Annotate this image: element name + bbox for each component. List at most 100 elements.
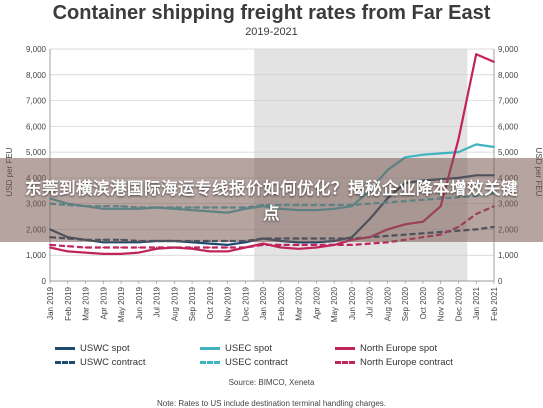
data-point bbox=[208, 250, 211, 253]
data-point bbox=[208, 242, 211, 245]
y-tick-label-left: 0 bbox=[42, 277, 47, 286]
legend-label-usec-spot: USEC spot bbox=[225, 343, 272, 354]
y-tick-label-left: 9,000 bbox=[26, 45, 47, 54]
x-tick-label: Nov 2019 bbox=[224, 286, 233, 321]
y-tick-label-right: 6,000 bbox=[498, 122, 519, 131]
x-tick-label: Mar 2019 bbox=[82, 286, 91, 320]
y-tick-label-right: 1,000 bbox=[498, 251, 519, 260]
data-point bbox=[49, 244, 51, 246]
data-point bbox=[279, 246, 282, 249]
legend-item-uswc-spot: USWC spot bbox=[55, 343, 130, 354]
data-point bbox=[155, 246, 158, 249]
y-tick-label-right: 7,000 bbox=[498, 97, 519, 106]
data-point bbox=[66, 250, 69, 253]
x-tick-label: Dec 2020 bbox=[454, 286, 463, 321]
data-point bbox=[262, 242, 265, 245]
data-point bbox=[137, 246, 140, 249]
y-tick-label-right: 0 bbox=[498, 277, 503, 286]
x-tick-label: Jun 2020 bbox=[348, 286, 357, 319]
data-point bbox=[102, 253, 105, 255]
data-point bbox=[404, 156, 407, 159]
data-point bbox=[102, 246, 105, 249]
x-tick-label: Aug 2019 bbox=[170, 286, 179, 321]
y-tick-label-right: 5,000 bbox=[498, 148, 519, 157]
x-tick-label: Jul 2020 bbox=[366, 286, 375, 317]
x-tick-label: Dec 2019 bbox=[241, 286, 250, 321]
data-point bbox=[422, 153, 424, 156]
data-point bbox=[493, 60, 495, 63]
legend-item-usec-contract: USEC contract bbox=[200, 357, 288, 368]
legend-label-usec-contract: USEC contract bbox=[225, 357, 288, 368]
x-tick-label: Sep 2020 bbox=[401, 286, 410, 321]
y-tick-label-right: 9,000 bbox=[498, 45, 519, 54]
y-tick-label-left: 8,000 bbox=[26, 71, 47, 80]
data-point bbox=[66, 245, 69, 248]
data-point bbox=[226, 244, 229, 246]
data-point bbox=[297, 244, 300, 246]
x-tick-label: May 2019 bbox=[117, 286, 126, 322]
data-point bbox=[279, 244, 282, 246]
x-tick-label: Mar 2020 bbox=[295, 286, 304, 320]
x-tick-label: Apr 2019 bbox=[99, 286, 108, 319]
legend-swatch-usec-contract bbox=[200, 361, 220, 364]
x-tick-label: Oct 2020 bbox=[419, 286, 428, 319]
data-point bbox=[84, 246, 87, 249]
y-tick-label-left: 7,000 bbox=[26, 97, 47, 106]
legend-swatch-uswc-contract bbox=[55, 361, 75, 364]
data-point bbox=[191, 246, 193, 249]
legend-item-north-europe-contract: North Europe contract bbox=[335, 357, 453, 368]
y-tick-label-right: 8,000 bbox=[498, 71, 519, 80]
data-point bbox=[208, 246, 211, 249]
x-tick-label: Sep 2019 bbox=[188, 286, 197, 321]
data-point bbox=[475, 53, 478, 56]
data-point bbox=[191, 247, 193, 250]
data-point bbox=[439, 152, 442, 155]
x-tick-label: Jun 2019 bbox=[135, 286, 144, 319]
data-point bbox=[315, 244, 318, 246]
data-point bbox=[244, 246, 247, 249]
legend-label-uswc-spot: USWC spot bbox=[80, 343, 130, 354]
x-tick-label: Jan 2021 bbox=[472, 286, 481, 319]
data-point bbox=[262, 244, 265, 246]
legend-swatch-north-europe-spot bbox=[335, 347, 355, 350]
chart-title: Container shipping freight rates from Fa… bbox=[52, 2, 491, 24]
data-point bbox=[315, 246, 318, 249]
x-tick-label: Feb 2019 bbox=[64, 286, 73, 320]
x-tick-label: Apr 2020 bbox=[312, 286, 321, 319]
legend-label-uswc-contract: USWC contract bbox=[80, 357, 146, 368]
x-tick-label: Jan 2020 bbox=[259, 286, 268, 319]
data-point bbox=[226, 246, 229, 249]
data-point bbox=[137, 251, 140, 254]
data-point bbox=[155, 247, 158, 250]
data-point bbox=[49, 246, 51, 249]
data-point bbox=[297, 247, 300, 250]
data-point bbox=[493, 146, 495, 148]
y-tick-label-left: 5,000 bbox=[26, 148, 47, 157]
source-note: Source: BIMCO, Xeneta bbox=[228, 378, 315, 387]
legend-swatch-north-europe-contract bbox=[335, 361, 355, 364]
data-point bbox=[120, 253, 122, 255]
chart-subtitle: 2019-2021 bbox=[245, 26, 298, 38]
legend-swatch-uswc-spot bbox=[55, 347, 75, 350]
x-tick-label: Oct 2019 bbox=[206, 286, 215, 319]
legend-item-north-europe-spot: North Europe spot bbox=[335, 343, 437, 354]
overlay-banner bbox=[0, 158, 543, 242]
x-tick-label: Aug 2020 bbox=[383, 286, 392, 321]
data-point bbox=[84, 251, 87, 254]
legend-swatch-usec-spot bbox=[200, 347, 220, 350]
y-tick-label-left: 1,000 bbox=[26, 251, 47, 260]
x-tick-label: Feb 2020 bbox=[277, 286, 286, 320]
banner-headline: 东莞到横滨港国际海运专线报价如何优化？揭秘企业降本增效关键点 bbox=[25, 179, 518, 223]
y-tick-label-left: 6,000 bbox=[26, 122, 47, 131]
data-point bbox=[120, 246, 122, 249]
data-point bbox=[333, 244, 336, 246]
data-point bbox=[457, 138, 460, 141]
footnote: Note: Rates to US include destination te… bbox=[156, 399, 387, 408]
data-point bbox=[173, 246, 176, 249]
data-point bbox=[475, 143, 478, 146]
x-tick-label: Jul 2019 bbox=[153, 286, 162, 317]
legend-label-north-europe-contract: North Europe contract bbox=[360, 357, 453, 368]
data-point bbox=[368, 242, 371, 245]
legend-item-uswc-contract: USWC contract bbox=[55, 357, 145, 368]
